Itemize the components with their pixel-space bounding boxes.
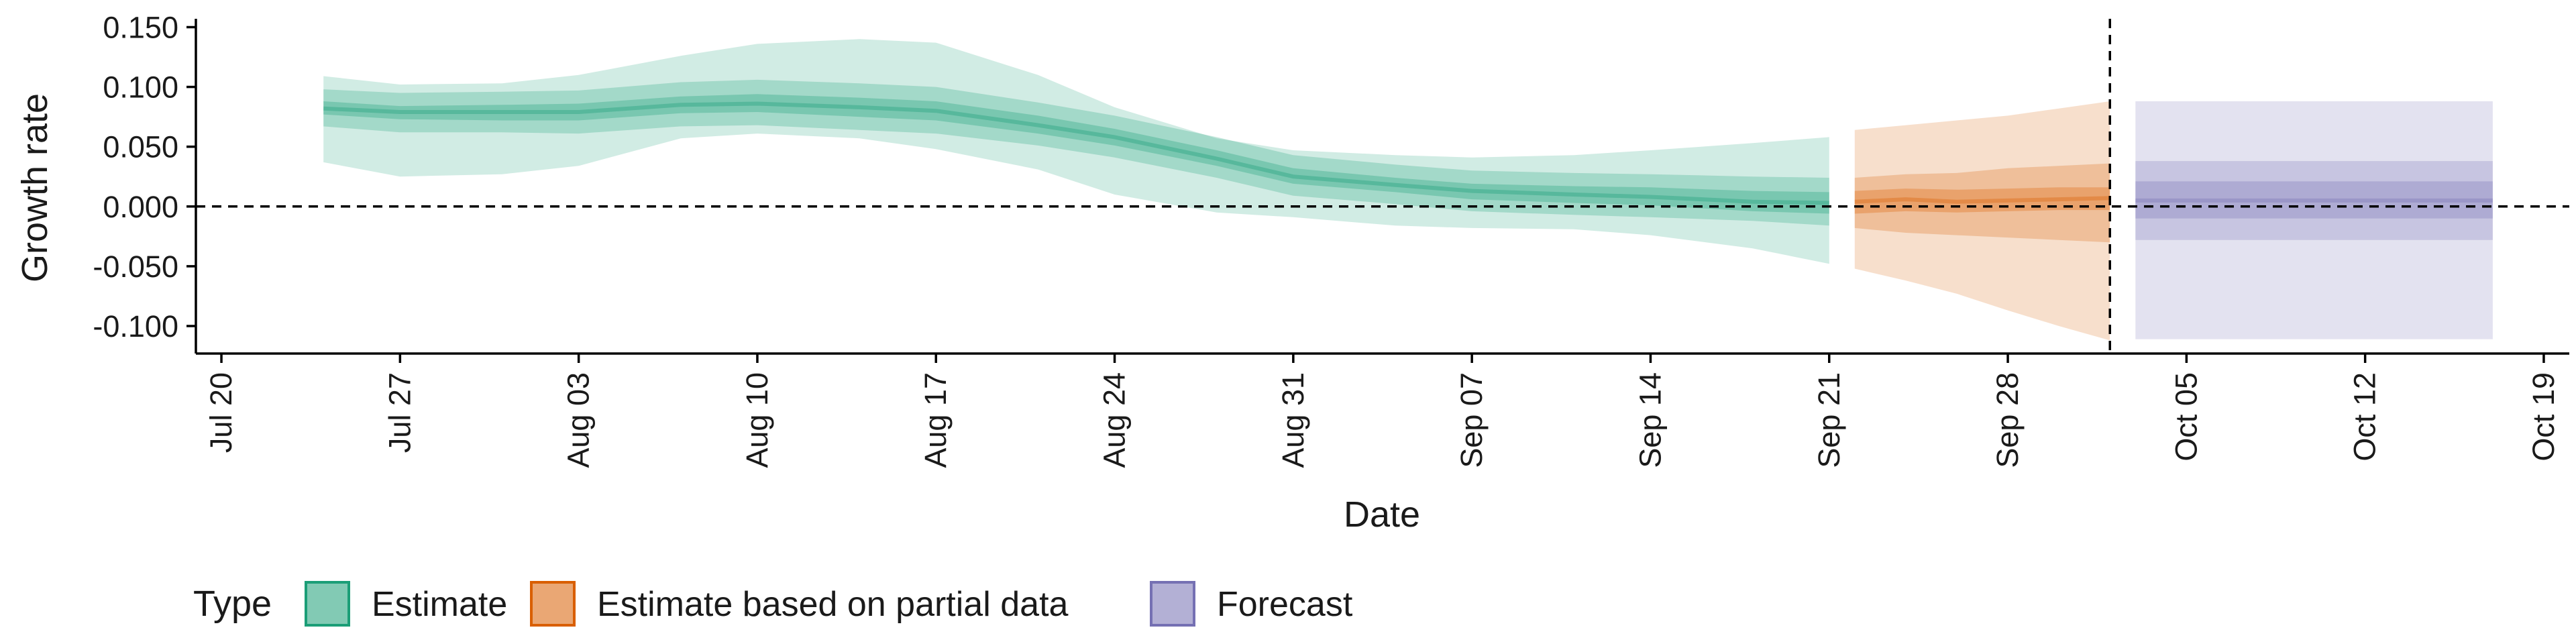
- legend-title: Type: [193, 584, 272, 624]
- median-line-estimate: [323, 101, 1829, 205]
- x-tick-label: Sep 21: [1812, 372, 1846, 468]
- x-tick-label: Aug 17: [918, 372, 953, 468]
- series-forecast: [2135, 101, 2493, 339]
- legend-key-1: [305, 581, 350, 627]
- band-50-estimate-based-on-partial-data: [1854, 187, 2110, 214]
- x-tick-label: Sep 14: [1633, 372, 1667, 468]
- legend-key-2: [530, 581, 576, 627]
- legend: Type Estimate Estimate based on partial d…: [193, 581, 1353, 627]
- y-axis-title: Growth rate: [15, 93, 55, 282]
- band-90-estimate-based-on-partial-data: [1854, 163, 2110, 243]
- x-tick-label: Sep 28: [1990, 372, 2025, 468]
- y-tick-label: -0.100: [93, 309, 178, 343]
- legend-label-3: Forecast: [1217, 585, 1353, 624]
- band-90-forecast: [2135, 161, 2493, 240]
- axes: 0.150 0.100 0.050 0.000 -0.050 -0.100 Jul 20 Ju…: [93, 10, 2569, 468]
- band-50-estimate: [323, 94, 1829, 214]
- band-outer-estimate-based-on-partial-data: [1854, 101, 2110, 341]
- band-outer-estimate: [323, 39, 1829, 264]
- y-tick-label: 0.150: [103, 10, 178, 44]
- y-tick-label: -0.050: [93, 250, 178, 284]
- legend-label-1: Estimate: [372, 585, 507, 624]
- median-line-estimate-based-on-partial-data: [1854, 196, 2110, 204]
- y-tick-label: 0.050: [103, 130, 178, 164]
- x-tick-label: Aug 10: [740, 372, 774, 468]
- x-tick-label: Sep 07: [1454, 372, 1489, 468]
- band-90-estimate: [323, 79, 1829, 226]
- x-tick-label: Aug 03: [561, 372, 596, 468]
- x-tick-label: Jul 20: [204, 372, 238, 453]
- x-axis-title: Date: [1344, 494, 1420, 535]
- band-layer: [323, 39, 2493, 341]
- band-50-forecast: [2135, 181, 2493, 219]
- x-tick-label: Jul 27: [382, 372, 417, 453]
- y-tick-label: 0.100: [103, 70, 178, 105]
- x-tick-label: Aug 24: [1097, 372, 1132, 468]
- y-tick-label: 0.000: [103, 190, 178, 224]
- legend-key-3: [1150, 581, 1195, 627]
- band-outer-forecast: [2135, 101, 2493, 339]
- x-tick-label: Oct 12: [2348, 372, 2382, 462]
- legend-label-2: Estimate based on partial data: [597, 585, 1069, 624]
- series-estimate: [323, 39, 1829, 264]
- reference-lines: [196, 19, 2569, 354]
- x-tick-label: Oct 19: [2526, 372, 2561, 462]
- x-tick-label: Aug 31: [1276, 372, 1310, 468]
- series-estimate-based-on-partial-data: [1854, 101, 2110, 341]
- x-tick-label: Oct 05: [2169, 372, 2203, 462]
